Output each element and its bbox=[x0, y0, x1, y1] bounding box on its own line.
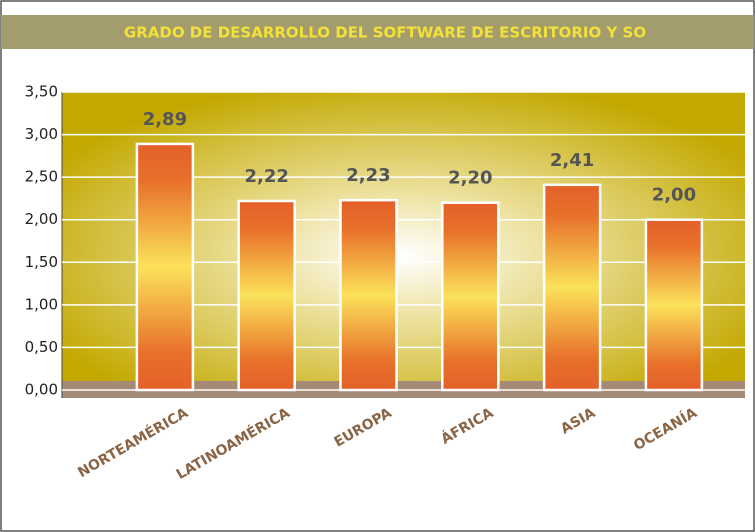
y-tick-label: 0,00 bbox=[25, 381, 58, 399]
data-label: 2,22 bbox=[244, 166, 288, 187]
bar bbox=[135, 142, 195, 392]
chart-title: GRADO DE DESARROLLO DEL SOFTWARE DE ESCR… bbox=[124, 24, 646, 42]
data-label: 2,00 bbox=[652, 185, 696, 206]
bar bbox=[237, 199, 296, 392]
y-tick-label: 1,50 bbox=[25, 253, 58, 271]
y-tick-label: 3,50 bbox=[25, 83, 58, 101]
y-tick-label: 3,00 bbox=[25, 125, 58, 143]
title-bar bbox=[1, 15, 754, 49]
y-tick-label: 0,50 bbox=[25, 338, 58, 356]
bar bbox=[339, 198, 398, 392]
y-tick-label: 1,00 bbox=[25, 295, 58, 313]
bar bbox=[542, 183, 602, 392]
bar bbox=[644, 218, 704, 392]
data-label: 2,89 bbox=[143, 109, 187, 130]
bar bbox=[441, 201, 500, 392]
data-label: 2,23 bbox=[346, 165, 390, 186]
y-tick-label: 2,00 bbox=[25, 210, 58, 228]
data-label: 2,41 bbox=[550, 150, 594, 171]
y-tick-label: 2,50 bbox=[25, 168, 58, 186]
data-label: 2,20 bbox=[448, 168, 492, 189]
